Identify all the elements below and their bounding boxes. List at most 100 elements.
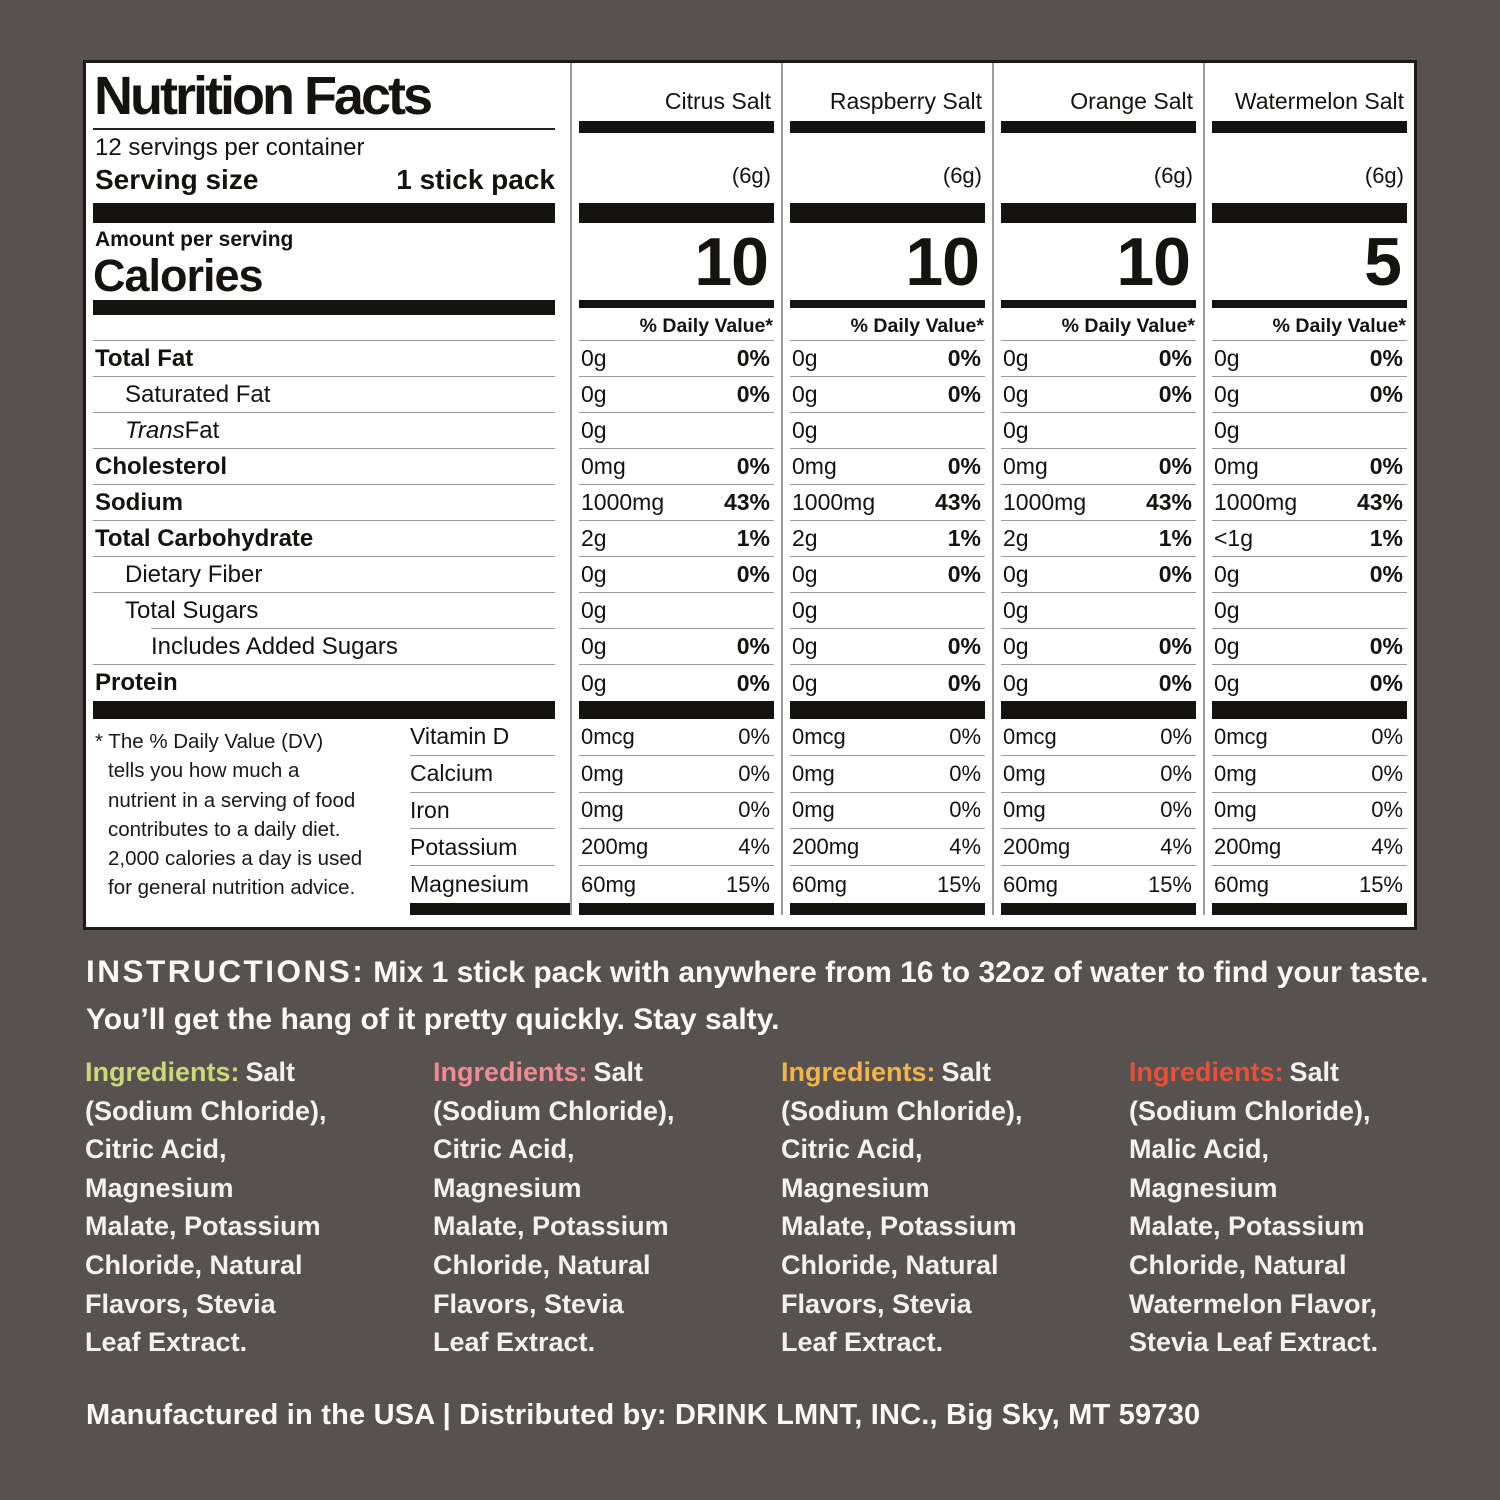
daily-value-percent: 43% xyxy=(1356,489,1403,515)
ingredients-line: Malate, Potassium xyxy=(433,1211,669,1242)
vitamin-row-iron: 0mg 0% xyxy=(1001,793,1196,830)
daily-value-percent: 0% xyxy=(949,797,981,823)
vitamin-row-vitamin-d: 0mcg 0% xyxy=(790,719,985,756)
vitamin-label-magnesium: Magnesium xyxy=(410,871,529,898)
ingredients-line: Magnesium xyxy=(85,1172,234,1203)
ingredients-section: Ingredients: Salt (Sodium Chloride), Citric… xyxy=(85,1053,1433,1362)
value-row-saturated-fat: 0g 0% xyxy=(1001,377,1196,413)
divider-bar xyxy=(1212,203,1407,223)
value-row-trans-fat: 0g xyxy=(579,413,774,449)
amount: 0mcg xyxy=(1214,723,1268,749)
value-row-cholesterol: 0mg 0% xyxy=(1212,449,1407,485)
ingredients-line: Chloride, Natural xyxy=(433,1249,651,1280)
nutrient-label-saturated-fat: Saturated Fat xyxy=(93,377,555,413)
daily-value-band xyxy=(86,300,570,341)
daily-value-percent: 0% xyxy=(1369,633,1403,659)
amount: 60mg xyxy=(1003,871,1059,897)
daily-value-percent: 0% xyxy=(1160,760,1192,786)
divider-bar xyxy=(93,203,555,223)
italic-word: Trans xyxy=(125,416,185,444)
value-row-total-carbohydrate: 2g 1% xyxy=(790,521,985,557)
serving-weight: (6g) xyxy=(942,163,982,188)
value-row-total-sugars: 0g xyxy=(1212,593,1407,629)
daily-value-percent: 0% xyxy=(736,381,770,407)
amount: 0g xyxy=(1003,597,1029,623)
serving-weight: (6g) xyxy=(1364,163,1404,188)
ingredients-line: Citric Acid, xyxy=(85,1134,227,1165)
vitamin-row-magnesium: 60mg 15% xyxy=(1001,866,1196,903)
thick-divider xyxy=(86,701,570,719)
thick-divider xyxy=(790,701,985,719)
serving-size-label: Serving size xyxy=(95,164,259,195)
value-row-protein: 0g 0% xyxy=(790,665,985,701)
ingredients-line: Chloride, Natural xyxy=(85,1249,303,1280)
amount: 1000mg xyxy=(1003,489,1087,515)
daily-value-percent: 0% xyxy=(1369,669,1403,696)
amount: 0mg xyxy=(1214,797,1257,823)
value-row-total-sugars: 0g xyxy=(579,593,774,629)
amount: 0mcg xyxy=(1003,723,1057,749)
daily-value-percent: 0% xyxy=(738,797,770,823)
amount: 0g xyxy=(792,381,818,407)
ingredients-line: (Sodium Chloride), xyxy=(433,1095,675,1126)
vitamin-label-iron: Iron xyxy=(410,793,555,830)
ingredients-line: (Sodium Chloride), xyxy=(781,1095,1023,1126)
amount: 0g xyxy=(792,345,818,371)
daily-value-percent: 15% xyxy=(725,871,770,897)
amount: 0g xyxy=(581,345,607,371)
amount: 0g xyxy=(1003,381,1029,407)
flavor-column-orange-salt: Orange Salt (6g) 10 % Daily Value* 0g 0% 0… xyxy=(992,63,1203,915)
daily-value-percent: 0% xyxy=(1371,760,1403,786)
daily-value-percent: 0% xyxy=(1369,381,1403,407)
value-row-cholesterol: 0mg 0% xyxy=(579,449,774,485)
value-row-total-fat: 0g 0% xyxy=(579,341,774,377)
instructions-paragraph: INSTRUCTIONS: Mix 1 stick pack with anywh… xyxy=(86,948,1434,1043)
vitamin-value-rows: 0mcg 0% 0mg 0% 0mg 0% 200mg 4% 60mg 15% xyxy=(579,719,774,903)
hairline xyxy=(93,339,555,341)
amount: 0mg xyxy=(581,760,624,786)
ingredients-line: Flavors, Stevia xyxy=(433,1288,624,1319)
amount: 0g xyxy=(581,633,607,659)
daily-value-percent: 0% xyxy=(736,453,770,479)
daily-value-percent: 0% xyxy=(736,633,770,659)
amount: 0g xyxy=(1214,597,1240,623)
daily-value-percent: 0% xyxy=(1369,345,1403,371)
hairline xyxy=(1212,339,1407,341)
bottom-bar-band xyxy=(1212,903,1407,915)
ingredients-line: Flavors, Stevia xyxy=(85,1288,276,1319)
serving-weight: (6g) xyxy=(1153,163,1193,188)
divider-bar xyxy=(1001,203,1196,223)
value-row-total-carbohydrate: 2g 1% xyxy=(579,521,774,557)
value-row-total-fat: 0g 0% xyxy=(1212,341,1407,377)
calories-value: 5 xyxy=(1364,224,1402,300)
daily-value-percent: 0% xyxy=(1160,797,1192,823)
value-row-total-sugars: 0g xyxy=(790,593,985,629)
vitamin-value-rows: 0mcg 0% 0mg 0% 0mg 0% 200mg 4% 60mg 15% xyxy=(790,719,985,903)
daily-value-percent: 1% xyxy=(1369,525,1403,551)
amount: 2g xyxy=(1003,525,1029,551)
ingredients-orange-salt: Ingredients: Salt (Sodium Chloride), Citric… xyxy=(781,1053,1085,1362)
calories-value: 10 xyxy=(1116,224,1191,300)
daily-value-percent: 15% xyxy=(1147,871,1192,897)
thick-divider xyxy=(579,701,774,719)
daily-value-header: % Daily Value* xyxy=(850,315,984,337)
daily-value-percent: 0% xyxy=(1371,797,1403,823)
nutrient-value-rows: 0g 0% 0g 0% 0g 0mg 0% 1000mg 43% 2g 1% 0g 0% 0g 0g 0% 0g… xyxy=(790,341,985,701)
footnote-and-vitamins: * The % Daily Value (DV) tells you how mu… xyxy=(86,719,570,903)
hairline xyxy=(1001,339,1196,341)
ingredients-label: Ingredients: xyxy=(433,1057,588,1087)
amount: 200mg xyxy=(581,834,649,860)
value-row-protein: 0g 0% xyxy=(1212,665,1407,701)
ingredients-line: Ingredients: Salt xyxy=(1129,1057,1340,1087)
daily-value-percent: 0% xyxy=(949,723,981,749)
bottom-bar xyxy=(1001,903,1196,915)
ingredients-line: (Sodium Chloride), xyxy=(1129,1095,1371,1126)
ingredients-line: Magnesium xyxy=(433,1172,582,1203)
amount: 200mg xyxy=(1214,834,1282,860)
ingredients-line: Malate, Potassium xyxy=(85,1211,321,1242)
vitamin-label-potassium: Potassium xyxy=(410,829,555,867)
daily-value-percent: 0% xyxy=(947,561,981,587)
flavor-calories: 5 xyxy=(1212,203,1407,300)
footnote-line: contributes to a daily diet. xyxy=(108,817,341,841)
value-row-saturated-fat: 0g 0% xyxy=(790,377,985,413)
